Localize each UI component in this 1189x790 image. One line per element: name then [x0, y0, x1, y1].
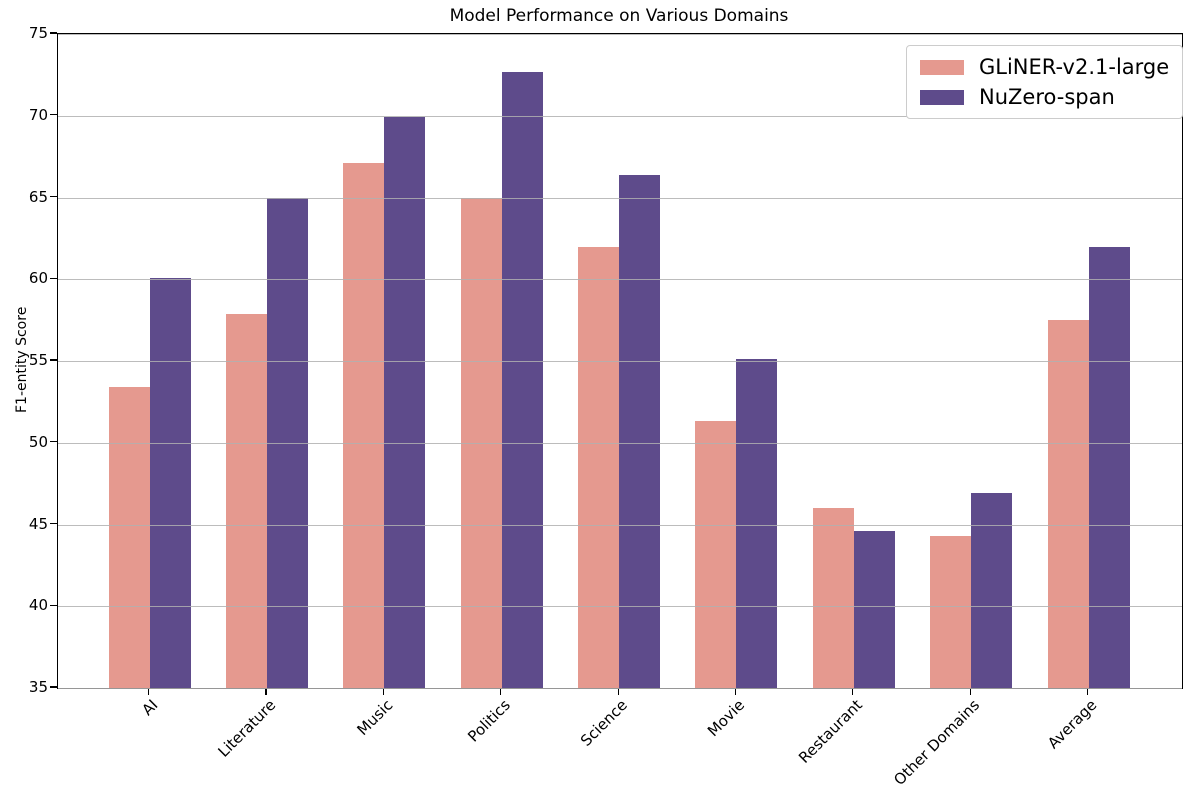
gridline-40: [58, 606, 1182, 608]
legend-item-gliner-v2-1-large: GLiNER-v2.1-large: [920, 54, 1169, 80]
y-tick-mark-35: [50, 686, 57, 688]
y-tick-label-60: 60: [28, 269, 48, 288]
nuzero-span-bar-ai: [149, 277, 191, 688]
x-tick-mark-literature: [265, 688, 267, 695]
gridline-50: [58, 442, 1182, 444]
x-tick-mark-ai: [148, 688, 150, 695]
gliner-v2-1-large-bar-literature: [226, 313, 268, 688]
x-tick-mark-music: [382, 688, 384, 695]
y-tick-label-70: 70: [28, 105, 48, 124]
y-tick-mark-75: [50, 32, 57, 34]
x-tick-label-other-domains: Other Domains: [889, 696, 983, 789]
y-tick-mark-40: [50, 604, 57, 606]
y-tick-mark-55: [50, 359, 57, 361]
nuzero-span-bar-politics: [501, 71, 543, 688]
nuzero-span-bar-movie: [736, 359, 778, 688]
x-tick-label-literature: Literature: [214, 696, 279, 761]
x-tick-label-movie: Movie: [704, 696, 749, 741]
gliner-v2-1-large-bar-science: [578, 246, 620, 688]
y-tick-label-75: 75: [28, 24, 48, 42]
chart-title: Model Performance on Various Domains: [449, 6, 789, 26]
gridline-55: [58, 361, 1182, 362]
gridline-45: [58, 524, 1182, 526]
nuzero-span-bar-other-domains: [971, 493, 1013, 688]
gliner-v2-1-large-bar-ai: [108, 387, 150, 688]
x-tick-label-ai: AI: [138, 696, 162, 720]
y-tick-mark-65: [50, 195, 57, 198]
x-tick-mark-average: [1086, 688, 1089, 695]
nuzero-span-bar-science: [619, 174, 661, 688]
y-tick-label-50: 50: [28, 432, 48, 451]
legend-swatch-nuzero-span: [920, 89, 964, 105]
y-tick-label-65: 65: [28, 187, 48, 206]
nuzero-span-bar-restaurant: [853, 531, 895, 688]
x-tick-label-music: Music: [353, 696, 397, 739]
x-tick-mark-movie: [734, 688, 737, 695]
gliner-v2-1-large-bar-movie: [695, 421, 737, 688]
legend-label-nuzero-span: NuZero-span: [979, 85, 1115, 109]
y-axis-label: F1-entity Score: [14, 306, 30, 413]
gliner-v2-1-large-bar-restaurant: [812, 508, 854, 688]
y-tick-mark-45: [50, 522, 57, 525]
y-tick-label-55: 55: [28, 351, 48, 369]
gliner-v2-1-large-bar-other-domains: [930, 535, 972, 688]
y-tick-mark-60: [50, 277, 57, 279]
gridline-35: [58, 688, 1182, 689]
legend-label-gliner-v2-1-large: GLiNER-v2.1-large: [979, 55, 1170, 79]
x-tick-mark-politics: [500, 688, 502, 695]
gridline-70: [58, 115, 1182, 117]
legend: GLiNER-v2.1-large NuZero-span: [906, 45, 1184, 119]
y-tick-mark-50: [50, 441, 57, 443]
gridline-65: [58, 197, 1182, 199]
y-tick-mark-70: [50, 114, 57, 116]
y-tick-label-35: 35: [28, 678, 48, 696]
x-tick-label-politics: Politics: [463, 696, 514, 746]
x-tick-label-restaurant: Restaurant: [794, 696, 866, 767]
gliner-v2-1-large-bar-average: [1047, 320, 1089, 688]
nuzero-span-bar-music: [384, 117, 426, 688]
x-tick-label-average: Average: [1043, 696, 1101, 753]
plot-area: [57, 33, 1183, 689]
x-tick-label-science: Science: [576, 696, 631, 750]
x-tick-mark-restaurant: [852, 688, 854, 695]
legend-item-nuzero-span: NuZero-span: [920, 84, 1169, 110]
y-tick-label-40: 40: [28, 596, 48, 615]
nuzero-span-bar-average: [1088, 246, 1130, 688]
x-tick-mark-other-domains: [969, 688, 971, 695]
gridline-75: [58, 34, 1182, 35]
gliner-v2-1-large-bar-music: [343, 163, 385, 688]
x-tick-mark-science: [617, 688, 619, 695]
legend-swatch-gliner-v2-1-large: [920, 59, 964, 75]
y-tick-label-45: 45: [28, 514, 48, 533]
gridline-60: [58, 279, 1182, 281]
